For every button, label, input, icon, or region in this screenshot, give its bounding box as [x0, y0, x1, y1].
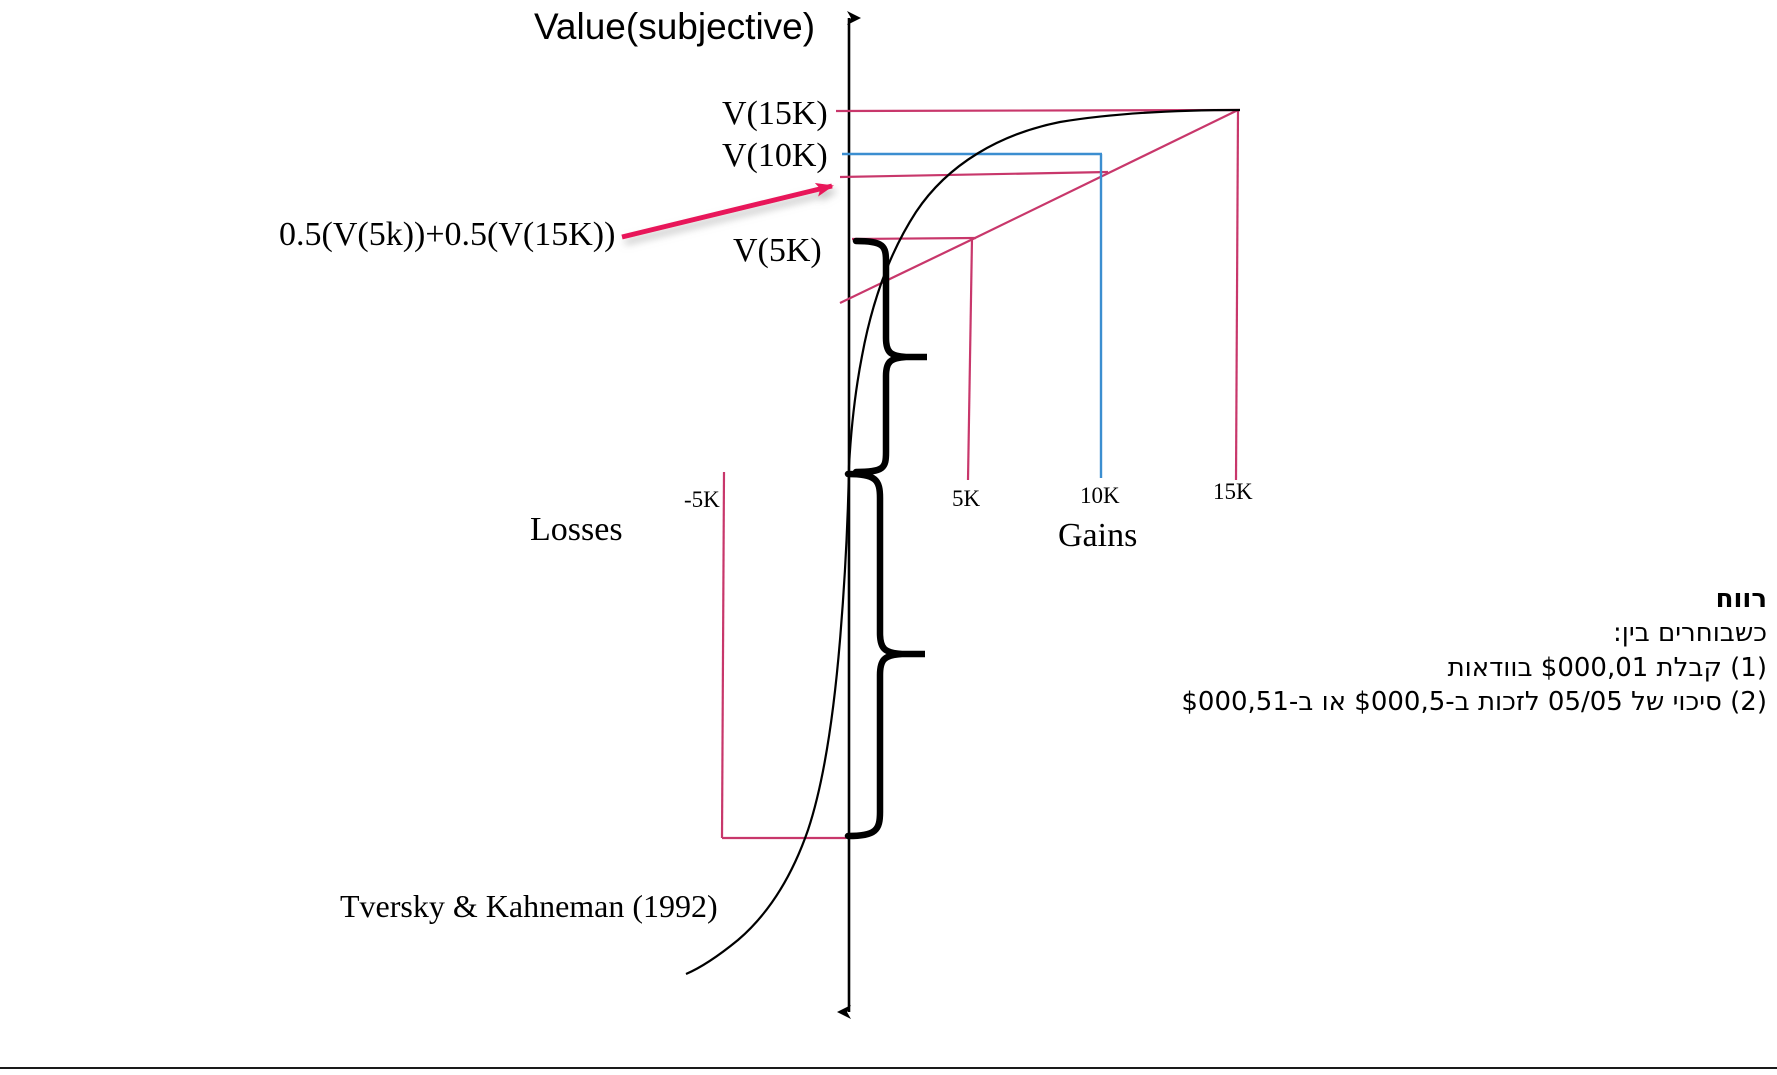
- x-axis-losses-label: Losses: [530, 511, 623, 548]
- gain-magnitude-brace: [852, 237, 927, 476]
- x-tick-5k: 5K: [952, 486, 981, 511]
- citation-label: Tversky & Kahneman (1992): [340, 888, 718, 924]
- hebrew-note-block: רווח כשבוחרים בין: (1) קבלת 10,000$ בווד…: [1047, 582, 1767, 719]
- loss-magnitude-brace: [844, 470, 925, 840]
- y-axis-title: Value(subjective): [534, 6, 816, 47]
- x-tick-neg5k: -5K: [684, 487, 720, 512]
- label-v15k: V(15K): [722, 95, 828, 132]
- guide-ev-horizontal: [839, 170, 1109, 179]
- label-v5k: V(5K): [733, 232, 822, 269]
- guide-v5k-horizontal: [851, 236, 977, 241]
- x-tick-15k: 15K: [1213, 479, 1253, 504]
- guide-15k-vertical: [1234, 109, 1240, 481]
- gain-guide-lines: [720, 108, 1241, 840]
- hebrew-note-heading: רווח: [1715, 584, 1767, 614]
- slide-bottom-rule: [0, 1067, 1777, 1075]
- label-v10k: V(10K): [722, 137, 828, 174]
- ten-k-guide-lines: [842, 152, 1103, 478]
- gamble-chord: [974, 109, 1239, 239]
- x-axis-gains-label: Gains: [1058, 517, 1138, 554]
- value-function-curve: [685, 108, 1241, 976]
- hebrew-note-line-3: (2) סיכוי של 50/50 לזכות ב-5,000$ או ב-1…: [1181, 686, 1767, 717]
- gamble-chord-left: [839, 237, 976, 304]
- expected-value-annotation: 0.5(V(5k))+0.5(V(15K)): [279, 216, 616, 253]
- hebrew-note-line-2: (1) קבלת 10,000$ בוודאות: [1447, 652, 1767, 683]
- guide-neg5k-vertical: [720, 471, 726, 839]
- guide-v15k-horizontal: [835, 108, 1241, 113]
- x-tick-10k: 10K: [1080, 483, 1120, 508]
- hebrew-note-line-1: כשבוחרים בין:: [1613, 618, 1767, 649]
- guide-5k-vertical: [966, 237, 974, 481]
- expected-value-arrow: [621, 182, 834, 240]
